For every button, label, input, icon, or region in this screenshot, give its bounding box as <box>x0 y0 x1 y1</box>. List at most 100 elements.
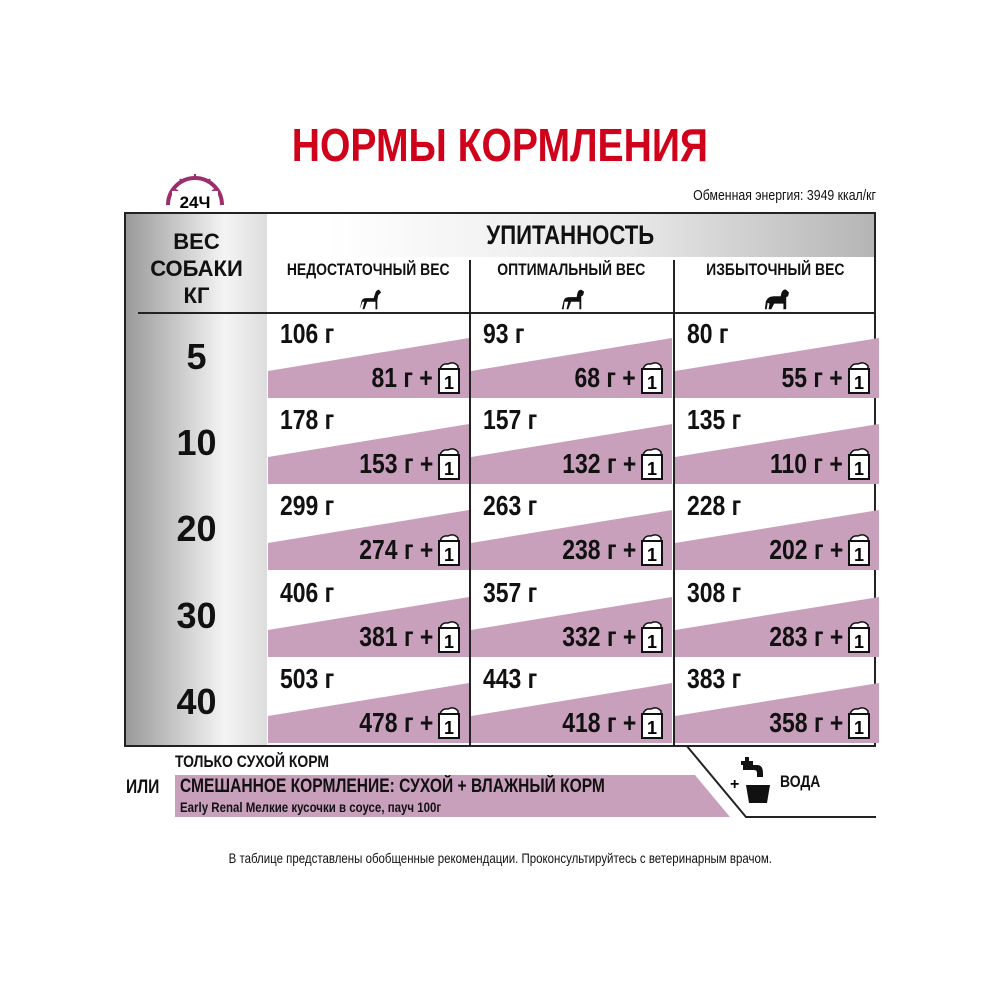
mixed-amount: 202 г + 1 <box>753 533 871 567</box>
mixed-feeding-bg <box>268 596 469 657</box>
dry-only-amount: 299 г <box>280 490 335 522</box>
pouch-icon: 1 <box>438 706 460 739</box>
dry-only-amount: 135 г <box>687 404 742 436</box>
mixed-feeding-bg <box>675 338 879 398</box>
dry-only-amount: 406 г <box>280 576 335 608</box>
pouch-icon: 1 <box>438 362 460 394</box>
dog-weight-kg: 10 <box>176 422 217 464</box>
column-divider <box>469 260 471 745</box>
pouch-count: 1 <box>854 545 864 565</box>
weight-header: ВЕС СОБАКИ КГ <box>126 228 267 309</box>
mixed-amount: 110 г + 1 <box>754 447 871 481</box>
mixed-amount: 274 г + 1 <box>343 533 461 567</box>
weight-header-line: КГ <box>183 283 210 308</box>
mixed-amount: 68 г + 1 <box>561 361 664 395</box>
mixed-feeding-bg <box>675 682 879 743</box>
mixed-amount: 418 г + 1 <box>546 706 664 740</box>
pouch-icon: 1 <box>848 534 870 567</box>
pouch-count: 1 <box>647 459 657 479</box>
column-header: НЕДОСТАТОЧНЫЙ ВЕС <box>267 260 470 313</box>
feeding-cell: 93 г 68 г + 1 <box>471 314 672 401</box>
dry-only-amount: 503 г <box>280 662 335 694</box>
mixed-feeding-bg <box>268 338 469 398</box>
weight-header-line: СОБАКИ <box>150 256 243 281</box>
dog-optimal-icon <box>561 289 584 310</box>
pouch-count: 1 <box>854 632 864 652</box>
legend-mixed: СМЕШАННОЕ КОРМЛЕНИЕ: СУХОЙ + ВЛАЖНЫЙ КОР… <box>180 776 605 797</box>
dry-only-amount: 383 г <box>687 662 742 694</box>
feeding-cell: 157 г 132 г + 1 <box>471 400 672 487</box>
dry-only-amount: 106 г <box>280 318 335 349</box>
dry-only-amount: 357 г <box>483 576 538 608</box>
feeding-cell: 178 г 153 г + 1 <box>268 400 469 487</box>
mixed-feeding-bg <box>675 510 879 571</box>
pouch-icon: 1 <box>641 362 663 394</box>
feeding-cell: 383 г 358 г + 1 <box>675 659 879 746</box>
dry-only-amount: 178 г <box>280 404 335 436</box>
pouch-icon: 1 <box>641 448 663 481</box>
feeding-cell: 80 г 55 г + 1 <box>675 314 879 401</box>
pouch-count: 1 <box>444 459 454 479</box>
dry-only-amount: 93 г <box>483 318 525 349</box>
pouch-icon: 1 <box>848 706 870 739</box>
pouch-count: 1 <box>444 632 454 652</box>
mixed-amount: 332 г + 1 <box>546 620 664 654</box>
legend-dry-only: ТОЛЬКО СУХОЙ КОРМ <box>175 752 329 771</box>
mixed-feeding-bg <box>268 510 469 571</box>
mixed-amount: 238 г + 1 <box>546 533 664 567</box>
pouch-icon: 1 <box>641 706 663 739</box>
feeding-cell: 135 г 110 г + 1 <box>675 400 879 487</box>
water-legend: + <box>686 745 876 818</box>
pouch-count: 1 <box>647 718 657 738</box>
weight-header-line: ВЕС <box>173 229 220 254</box>
dry-only-amount: 80 г <box>687 318 729 349</box>
dog-weight-kg: 20 <box>176 508 217 550</box>
mixed-amount: 381 г + 1 <box>343 620 461 654</box>
pouch-count: 1 <box>854 373 864 393</box>
mixed-feeding-bg <box>268 424 469 485</box>
feeding-cell: 308 г 283 г + 1 <box>675 573 879 660</box>
column-header: ИЗБЫТОЧНЫЙ ВЕС <box>674 260 877 313</box>
mixed-feeding-bg <box>471 510 672 571</box>
dog-thin-icon <box>359 289 381 310</box>
pouch-icon: 1 <box>641 534 663 567</box>
water-label: ВОДА <box>780 772 821 791</box>
clock-label: 24Ч <box>180 193 211 212</box>
pouch-icon: 1 <box>641 620 663 653</box>
pouch-count: 1 <box>444 373 454 393</box>
pouch-icon: 1 <box>848 620 870 653</box>
legend-or: ИЛИ <box>126 777 160 798</box>
column-divider <box>673 260 675 745</box>
feeding-cell: 406 г 381 г + 1 <box>268 573 469 660</box>
header-divider <box>138 312 874 314</box>
legend-mixed-swatch <box>175 775 730 817</box>
mixed-amount: 81 г + 1 <box>358 361 461 395</box>
mixed-feeding-bg <box>675 596 879 657</box>
feeding-cell: 106 г 81 г + 1 <box>268 314 469 401</box>
pouch-count: 1 <box>647 545 657 565</box>
feeding-cell: 263 г 238 г + 1 <box>471 486 672 573</box>
mixed-amount: 358 г + 1 <box>753 706 871 740</box>
dry-only-amount: 157 г <box>483 404 538 436</box>
pouch-icon: 1 <box>438 534 460 567</box>
pouch-icon: 1 <box>438 620 460 653</box>
feeding-cell: 357 г 332 г + 1 <box>471 573 672 660</box>
water-plus: + <box>730 776 739 793</box>
pouch-count: 1 <box>854 459 864 479</box>
pouch-icon: 1 <box>438 448 460 481</box>
column-header: ОПТИМАЛЬНЫЙ ВЕС <box>470 260 673 313</box>
condition-band <box>267 214 874 257</box>
mixed-amount: 55 г + 1 <box>768 361 871 395</box>
condition-header: УПИТАННОСТЬ <box>486 220 655 250</box>
pouch-count: 1 <box>647 632 657 652</box>
mixed-amount: 478 г + 1 <box>343 706 461 740</box>
disclaimer: В таблице представлены обобщенные рекоме… <box>228 850 772 866</box>
dog-overweight-icon <box>764 289 789 310</box>
dry-only-amount: 443 г <box>483 662 538 694</box>
mixed-feeding-bg <box>471 596 672 657</box>
mixed-feeding-bg <box>471 682 672 743</box>
feeding-cell: 503 г 478 г + 1 <box>268 659 469 746</box>
dog-weight-kg: 40 <box>176 680 217 722</box>
water-tap-icon <box>741 757 770 803</box>
mixed-feeding-bg <box>471 338 672 398</box>
